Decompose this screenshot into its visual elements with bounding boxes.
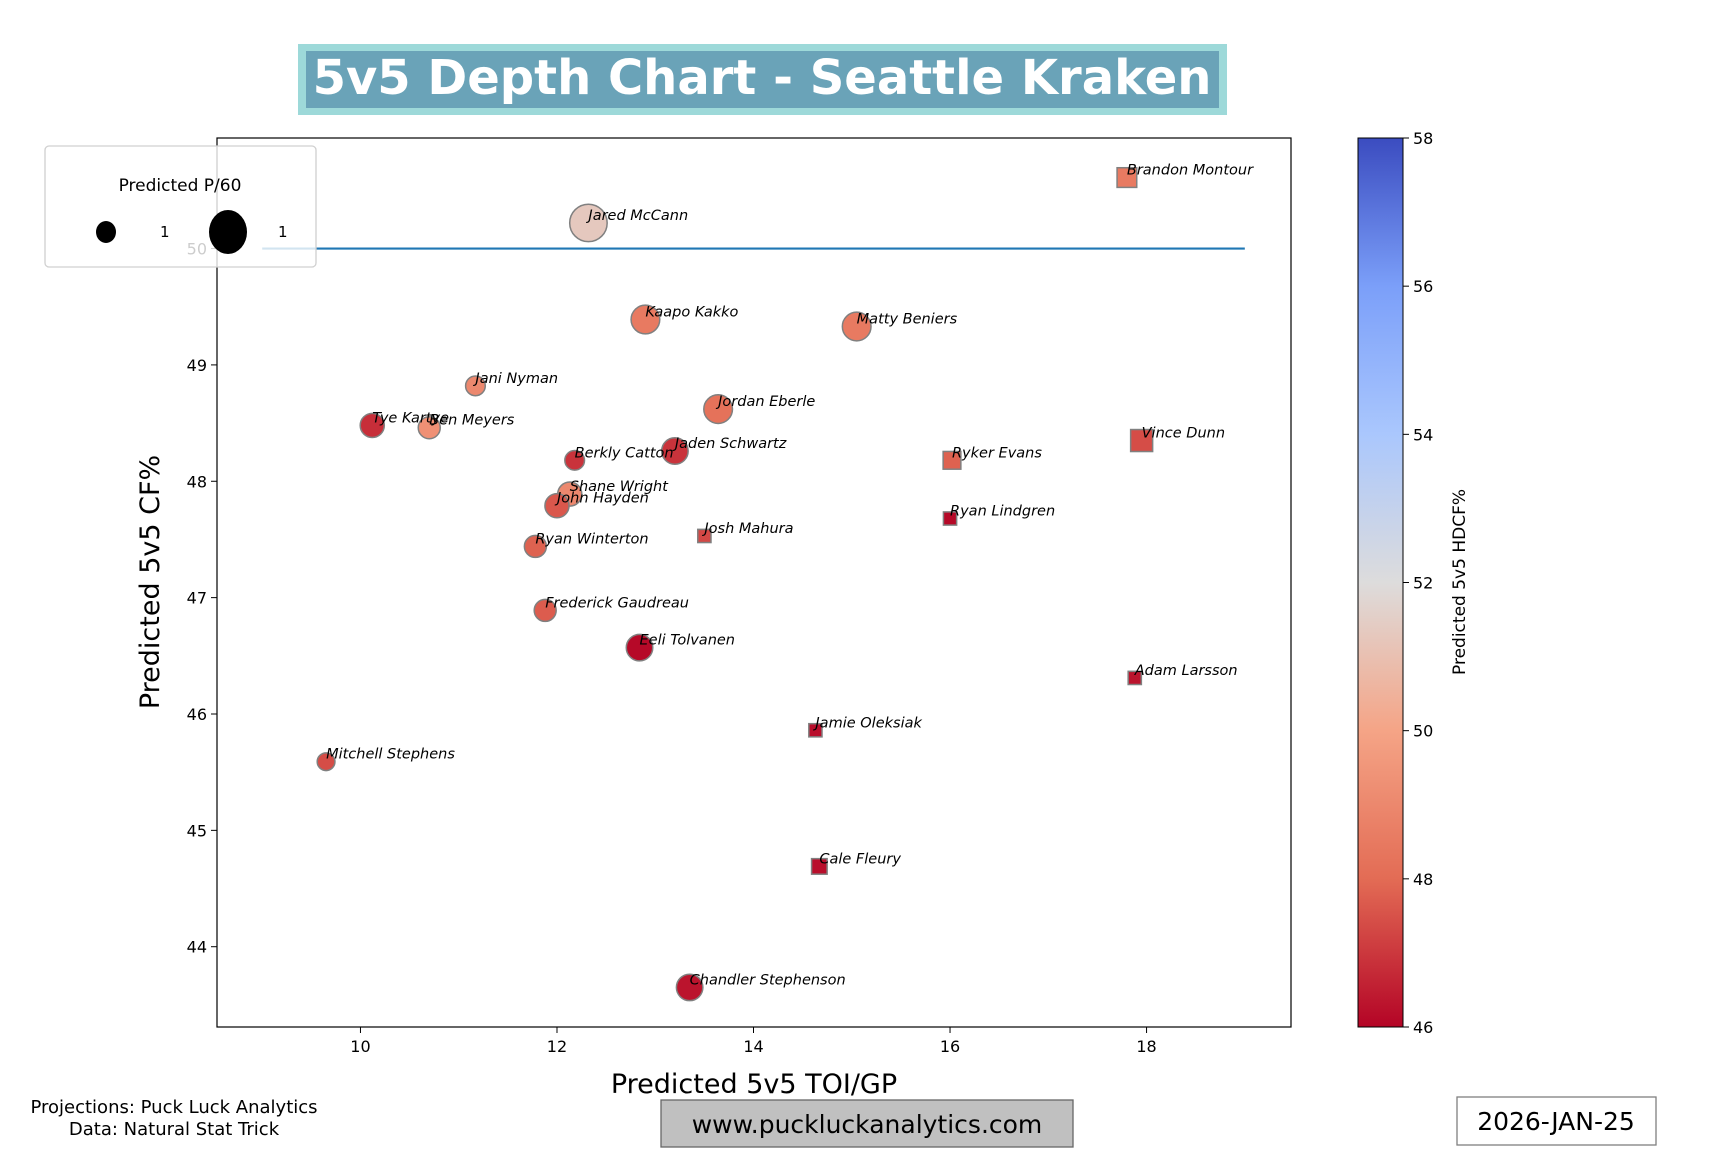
x-tick-label: 14 <box>743 1037 763 1056</box>
x-axis: 10 12 14 16 18 <box>350 1027 1157 1056</box>
colorbar-tick-label: 50 <box>1413 722 1433 741</box>
point-eeli-tolvanen <box>625 633 654 662</box>
label-frederick-gaudreau: Frederick Gaudreau <box>545 595 689 611</box>
label-ryan-lindgren: Ryan Lindgren <box>950 504 1055 520</box>
point-jani-nyman <box>464 375 487 397</box>
label-tye-kartye: Tye Kartye <box>372 410 449 426</box>
label-mitchell-stephens: Mitchell Stephens <box>326 747 455 763</box>
colorbar-ticks: 46 48 50 52 54 56 58 <box>1403 129 1433 1037</box>
colorbar-tick-label: 54 <box>1413 425 1433 444</box>
credits-data: Data: Natural Stat Trick <box>69 1119 280 1140</box>
point-adam-larsson <box>1127 670 1143 686</box>
colorbar-tick-label: 52 <box>1413 574 1433 593</box>
point-ben-meyers <box>417 415 441 440</box>
label-jamie-oleksiak: Jamie Oleksiak <box>812 715 922 731</box>
colorbar-tick-label: 58 <box>1413 129 1433 148</box>
point-jordan-eberle <box>703 394 734 425</box>
plot-area: Brandon Montour Jared McCann Kaapo Kakko Ma… <box>262 163 1254 1002</box>
point-vince-dunn <box>1129 428 1154 453</box>
point-ryan-lindgren <box>942 511 958 526</box>
label-vince-dunn: Vince Dunn <box>1142 426 1225 442</box>
date-box <box>1456 1096 1657 1146</box>
x-tick-label: 10 <box>350 1037 370 1056</box>
label-chandler-stephenson: Chandler Stephenson <box>690 972 846 988</box>
point-ryker-evans <box>942 450 962 470</box>
y-axis-label: Predicted 5v5 CF% <box>135 455 166 709</box>
label-adam-larsson: Adam Larsson <box>1134 663 1238 679</box>
x-axis-label: Predicted 5v5 TOI/GP <box>611 1069 897 1100</box>
colorbar-tick-label: 48 <box>1413 870 1433 889</box>
legend-title: Predicted P/60 <box>119 176 242 196</box>
y-tick-label: 49 <box>187 356 207 375</box>
label-shane-wright: Shane Wright <box>570 479 669 495</box>
point-frederick-gaudreau <box>533 598 557 623</box>
point-jamie-oleksiak <box>808 722 823 738</box>
y-axis: 44454647484950 <box>187 240 217 957</box>
label-eeli-tolvanen: Eeli Tolvanen <box>640 633 735 649</box>
date-label: 2026-JAN-25 <box>1477 1107 1635 1136</box>
label-kaapo-kakko: Kaapo Kakko <box>645 305 738 321</box>
label-brandon-montour: Brandon Montour <box>1127 163 1254 179</box>
chart-title: 5v5 Depth Chart - Seattle Kraken <box>313 50 1212 106</box>
point-tye-kartye <box>359 412 386 439</box>
label-ryker-evans: Ryker Evans <box>952 445 1042 461</box>
point-ryan-winterton <box>523 534 548 559</box>
y-tick-label: 45 <box>187 821 207 840</box>
label-ryan-winterton: Ryan Winterton <box>535 531 648 547</box>
plot-frame <box>216 137 1292 1028</box>
website-link[interactable]: www.puckluckanalytics.com <box>692 1110 1043 1139</box>
y-tick-label: 44 <box>187 938 207 957</box>
y-tick-label: 48 <box>187 472 207 491</box>
point-josh-mahura <box>697 528 712 544</box>
credits-projections: Projections: Puck Luck Analytics <box>30 1097 317 1118</box>
label-berkly-catton: Berkly Catton <box>575 445 674 461</box>
label-josh-mahura: Josh Mahura <box>701 521 793 537</box>
colorbar-label: Predicted 5v5 HDCF% <box>1450 489 1470 675</box>
point-cale-fleury <box>810 857 828 875</box>
legend-marker-large <box>209 210 247 254</box>
point-chandler-stephenson <box>675 973 704 1002</box>
label-jared-mccann: Jared McCann <box>585 208 688 224</box>
label-john-hayden: John Hayden <box>554 491 649 507</box>
website-box <box>660 1099 1074 1148</box>
size-legend: Predicted P/60 1 1 <box>44 145 317 268</box>
point-brandon-montour <box>1116 166 1138 189</box>
legend-marker-small <box>96 221 116 243</box>
x-tick-label: 18 <box>1136 1037 1156 1056</box>
point-matty-beniers <box>841 311 872 342</box>
y-tick-label: 47 <box>187 589 207 608</box>
x-tick-label: 16 <box>940 1037 960 1056</box>
title-box <box>306 51 1219 108</box>
point-berkly-catton <box>564 449 586 471</box>
label-jani-nyman: Jani Nyman <box>472 371 558 387</box>
x-tick-label: 12 <box>547 1037 567 1056</box>
label-ben-meyers: Ben Meyers <box>429 413 515 429</box>
colorbar-tick-label: 46 <box>1413 1018 1433 1037</box>
label-cale-fleury: Cale Fleury <box>819 851 901 867</box>
legend-label-large: 1 <box>278 223 288 241</box>
label-matty-beniers: Matty Beniers <box>857 312 958 328</box>
colorbar <box>1357 137 1404 1028</box>
colorbar-tick-label: 56 <box>1413 277 1433 296</box>
y-tick-label: 46 <box>187 705 207 724</box>
point-john-hayden <box>544 492 570 519</box>
label-jaden-schwartz: Jaden Schwartz <box>672 436 787 452</box>
label-jordan-eberle: Jordan Eberle <box>715 394 815 410</box>
point-jared-mccann <box>568 203 608 243</box>
legend-box <box>44 145 317 268</box>
legend-label-small: 1 <box>160 223 170 241</box>
point-mitchell-stephens <box>316 752 336 772</box>
point-kaapo-kakko <box>630 304 661 335</box>
point-jaden-schwartz <box>660 437 689 466</box>
